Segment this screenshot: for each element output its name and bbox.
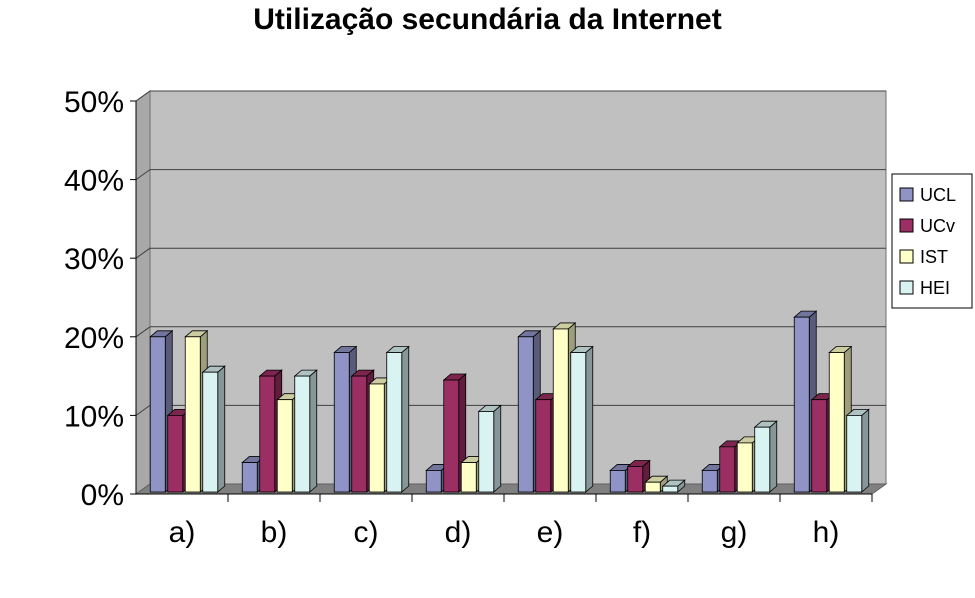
plot-side-wall <box>135 90 151 495</box>
bar-front <box>644 481 661 493</box>
x-tick-label: e) <box>537 516 564 549</box>
bar-ucl-5 <box>609 463 634 493</box>
bar-ucl-0 <box>149 329 174 493</box>
bar-front <box>386 352 403 493</box>
bar-hei-4 <box>569 345 594 493</box>
bar-front <box>425 470 442 493</box>
gridline-side <box>135 404 151 416</box>
bar-front <box>846 414 863 493</box>
bar-side <box>217 365 226 493</box>
bar-front <box>149 336 166 493</box>
bar-front <box>793 316 810 493</box>
bar-front <box>241 462 258 493</box>
bar-front <box>351 375 368 493</box>
bar-front <box>167 414 184 493</box>
legend-swatch-ist <box>899 249 914 264</box>
legend-swatch-ucv <box>899 218 914 233</box>
bar-ist-5 <box>644 475 669 493</box>
bar-front <box>276 399 293 493</box>
legend-label-ucl: UCL <box>920 185 956 205</box>
bar-front <box>184 336 201 493</box>
x-tick-label: g) <box>721 516 748 549</box>
bar-front <box>701 470 718 493</box>
bar-front <box>443 379 460 493</box>
legend-label-ist: IST <box>920 247 948 267</box>
x-tick-label: d) <box>445 516 472 549</box>
y-tick-label: 20% <box>64 322 124 355</box>
legend-label-hei: HEI <box>920 278 950 298</box>
bar-front <box>333 352 350 493</box>
bar-front <box>368 383 385 493</box>
bar-front <box>202 371 219 493</box>
x-tick-label: h) <box>813 516 840 549</box>
gridline-side <box>135 169 151 181</box>
bar-hei-3 <box>477 404 502 493</box>
bar-hei-1 <box>293 369 318 493</box>
bar-front <box>552 328 569 493</box>
legend-label-ucv: UCv <box>920 216 955 236</box>
bar-front <box>754 426 771 493</box>
bar-hei-5 <box>661 479 686 493</box>
y-tick-label: 50% <box>64 86 124 119</box>
x-tick-label: f) <box>633 516 651 549</box>
bar-front <box>570 352 587 493</box>
bar-side <box>401 345 410 493</box>
y-tick-label: 40% <box>64 165 124 198</box>
legend-swatch-ucl <box>899 187 914 202</box>
bar-front <box>535 399 552 493</box>
legend-swatch-hei <box>899 280 914 295</box>
bar-front <box>609 470 626 493</box>
bar-hei-7 <box>845 408 870 493</box>
bar-side <box>493 404 502 493</box>
gridline-side <box>135 90 151 102</box>
bar-front <box>811 399 828 493</box>
bar-side <box>769 420 778 493</box>
bar-front <box>736 442 753 493</box>
bar-front <box>517 336 534 493</box>
y-tick-label: 0% <box>81 479 124 512</box>
bar-hei-0 <box>201 365 226 493</box>
bar-ucv-5 <box>626 459 651 493</box>
gridline-side <box>135 247 151 259</box>
bar-side <box>861 408 870 493</box>
bar-front <box>828 352 845 493</box>
chart-title: Utilização secundária da Internet <box>253 3 722 36</box>
y-tick-label: 30% <box>64 243 124 276</box>
bar-side <box>585 345 594 493</box>
bar-hei-2 <box>385 345 410 493</box>
bar-front <box>259 375 276 493</box>
bar-ucv-3 <box>442 373 467 493</box>
bar-front <box>460 462 477 493</box>
gridline-side <box>135 326 151 338</box>
x-tick-label: c) <box>354 516 379 549</box>
bar-front <box>719 446 736 493</box>
x-tick-label: a) <box>169 516 196 549</box>
y-tick-label: 10% <box>64 400 124 433</box>
bar-front <box>627 466 644 493</box>
bar-hei-6 <box>753 420 778 493</box>
bar-front <box>294 375 311 493</box>
bar-front <box>478 411 495 493</box>
x-tick-label: b) <box>261 516 288 549</box>
bar-side <box>309 369 318 493</box>
bar-front <box>662 485 679 493</box>
